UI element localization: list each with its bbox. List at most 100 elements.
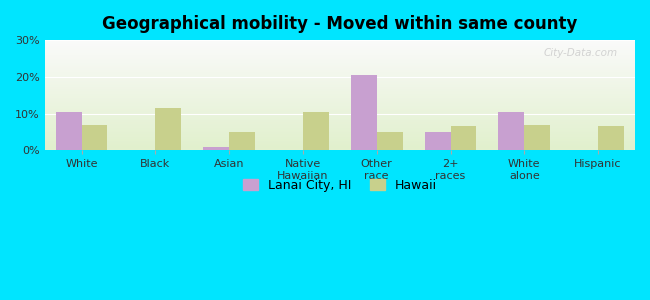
- Bar: [303, 112, 329, 150]
- Bar: [45, 99, 635, 100]
- Bar: [45, 143, 635, 144]
- Bar: [45, 47, 635, 48]
- Bar: [45, 45, 635, 46]
- Bar: [45, 49, 635, 50]
- Bar: [45, 69, 635, 70]
- Bar: [45, 107, 635, 108]
- Bar: [45, 84, 635, 85]
- Bar: [45, 94, 635, 95]
- Bar: [45, 48, 635, 49]
- Bar: [45, 147, 635, 148]
- Bar: [45, 125, 635, 126]
- Bar: [45, 120, 635, 121]
- Bar: [351, 75, 377, 150]
- Bar: [45, 56, 635, 57]
- Bar: [45, 121, 635, 122]
- Bar: [155, 108, 181, 150]
- Bar: [45, 54, 635, 55]
- Bar: [45, 68, 635, 69]
- Bar: [45, 59, 635, 60]
- Bar: [45, 136, 635, 137]
- Bar: [45, 115, 635, 116]
- Bar: [45, 124, 635, 125]
- Bar: [45, 131, 635, 132]
- Bar: [45, 66, 635, 67]
- Bar: [45, 123, 635, 124]
- Bar: [45, 101, 635, 102]
- Bar: [45, 63, 635, 64]
- Bar: [45, 127, 635, 128]
- Bar: [45, 73, 635, 74]
- Bar: [45, 102, 635, 103]
- Bar: [45, 74, 635, 75]
- Bar: [45, 140, 635, 141]
- Bar: [45, 100, 635, 101]
- Bar: [45, 79, 635, 80]
- Bar: [45, 78, 635, 79]
- Bar: [45, 44, 635, 45]
- Bar: [45, 141, 635, 142]
- Bar: [45, 106, 635, 107]
- Bar: [525, 124, 550, 150]
- Bar: [45, 96, 635, 97]
- Bar: [45, 65, 635, 66]
- Bar: [45, 62, 635, 63]
- Legend: Lanai City, HI, Hawaii: Lanai City, HI, Hawaii: [238, 174, 442, 197]
- Bar: [45, 122, 635, 123]
- Bar: [45, 132, 635, 133]
- Bar: [45, 46, 635, 47]
- Bar: [598, 127, 624, 150]
- Bar: [45, 138, 635, 139]
- Bar: [45, 130, 635, 131]
- Title: Geographical mobility - Moved within same county: Geographical mobility - Moved within sam…: [102, 15, 577, 33]
- Bar: [45, 71, 635, 72]
- Bar: [45, 137, 635, 138]
- Bar: [450, 127, 476, 150]
- Bar: [424, 132, 450, 150]
- Bar: [45, 88, 635, 89]
- Bar: [45, 64, 635, 65]
- Bar: [45, 114, 635, 115]
- Bar: [45, 75, 635, 76]
- Bar: [45, 57, 635, 58]
- Bar: [45, 60, 635, 61]
- Bar: [45, 52, 635, 53]
- Bar: [45, 97, 635, 98]
- Bar: [45, 105, 635, 106]
- Bar: [45, 83, 635, 84]
- Bar: [45, 142, 635, 143]
- Bar: [45, 92, 635, 93]
- Bar: [45, 81, 635, 82]
- Bar: [45, 72, 635, 73]
- Bar: [45, 61, 635, 62]
- Bar: [45, 53, 635, 54]
- Bar: [45, 80, 635, 81]
- Bar: [45, 129, 635, 130]
- Bar: [81, 124, 107, 150]
- Text: City-Data.com: City-Data.com: [543, 48, 618, 58]
- Bar: [45, 104, 635, 105]
- Bar: [45, 119, 635, 120]
- Bar: [45, 103, 635, 104]
- Bar: [499, 112, 525, 150]
- Bar: [45, 93, 635, 94]
- Bar: [45, 41, 635, 42]
- Bar: [45, 42, 635, 43]
- Bar: [45, 134, 635, 135]
- Bar: [45, 76, 635, 77]
- Bar: [45, 146, 635, 147]
- Bar: [45, 118, 635, 119]
- Bar: [229, 132, 255, 150]
- Bar: [45, 111, 635, 112]
- Bar: [45, 144, 635, 145]
- Bar: [45, 77, 635, 78]
- Bar: [45, 149, 635, 150]
- Bar: [45, 108, 635, 109]
- Bar: [45, 116, 635, 117]
- Bar: [45, 133, 635, 134]
- Bar: [45, 128, 635, 129]
- Bar: [45, 139, 635, 140]
- Bar: [56, 112, 81, 150]
- Bar: [45, 87, 635, 88]
- Bar: [45, 86, 635, 87]
